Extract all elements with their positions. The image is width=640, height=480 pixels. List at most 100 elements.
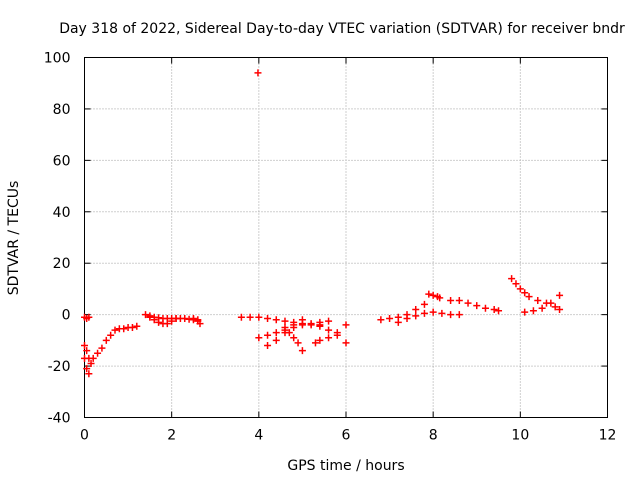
data-points [81,69,564,378]
x-tick-label: 10 [511,428,529,444]
data-point [281,317,289,325]
data-point [285,329,293,337]
x-tick-label: 4 [254,428,263,444]
data-point [290,321,298,329]
y-tick-label: -40 [48,411,71,427]
data-point [172,315,180,322]
data-point [420,309,428,317]
data-point [294,339,302,347]
data-point [556,306,564,313]
data-point [150,316,158,324]
data-point [525,293,533,301]
data-point [481,304,489,312]
axis-ticks [84,57,608,418]
data-point [146,313,154,321]
data-point [298,316,306,324]
y-tick-label: 20 [53,256,71,272]
data-point [534,297,542,304]
data-point [377,316,385,324]
data-point [473,302,481,310]
y-tick-labels: -40 -20 0 20 40 60 80 100 [44,51,71,427]
data-point [254,69,262,77]
data-point [85,370,93,378]
data-point [81,354,88,362]
data-point [246,313,254,321]
data-point [394,318,402,326]
x-axis-label: GPS time / hours [287,458,404,474]
data-point [120,325,128,333]
data-point [547,299,555,307]
data-point [425,290,433,298]
y-tick-label: 40 [53,205,71,221]
data-point [412,306,420,313]
data-point [342,339,350,347]
data-point [237,313,245,321]
data-point [83,347,91,355]
data-point [264,315,272,322]
grid [84,57,608,418]
data-point [281,324,289,331]
x-tick-labels: 0 2 4 6 8 10 12 [80,428,616,444]
data-point [128,324,136,331]
data-point [111,326,119,334]
data-point [255,313,263,321]
data-point [325,326,333,334]
data-point [325,334,333,342]
data-point [189,315,197,322]
y-tick-label: 80 [53,102,71,118]
data-point [386,315,394,322]
data-point [512,280,520,288]
x-tick-label: 12 [599,428,617,444]
data-point [447,297,455,304]
data-point [333,331,341,339]
data-point [181,315,189,322]
data-point [495,307,503,315]
data-point [436,294,444,302]
data-point [429,291,437,299]
data-point [163,320,171,328]
data-point [298,347,306,355]
data-point [94,349,102,357]
y-tick-label: 60 [53,153,71,169]
data-point [429,308,437,316]
data-point [107,331,115,339]
chart-title: Day 318 of 2022, Sidereal Day-to-day VTE… [59,21,625,37]
data-point [464,299,472,307]
data-point [447,311,455,319]
data-point [168,317,176,325]
data-point [516,285,524,293]
y-tick-label: -20 [48,359,71,375]
y-tick-label: 0 [62,308,71,324]
data-point [264,342,272,349]
data-point [89,354,97,362]
x-tick-label: 8 [429,428,438,444]
data-point [342,321,350,329]
data-point [455,297,463,304]
data-point [508,275,516,283]
data-point [81,342,88,349]
data-point [272,329,280,337]
data-point [155,318,163,326]
data-point [521,289,529,297]
data-point [490,306,498,313]
y-axis-label: SDTVAR / TECUs [6,181,22,296]
data-point [255,334,263,342]
data-point [133,322,141,330]
data-point [551,303,559,311]
data-point [412,312,420,320]
y-tick-label: 100 [44,51,71,67]
data-point [538,304,546,312]
data-point [403,315,411,322]
x-tick-label: 6 [342,428,351,444]
data-point [316,336,324,344]
data-point [529,307,537,315]
x-tick-label: 0 [80,428,89,444]
data-point [264,331,272,339]
data-point [438,309,446,317]
data-point [102,336,110,344]
data-point [420,300,428,308]
data-point [290,334,298,342]
data-point [272,316,280,324]
data-point [455,311,463,319]
